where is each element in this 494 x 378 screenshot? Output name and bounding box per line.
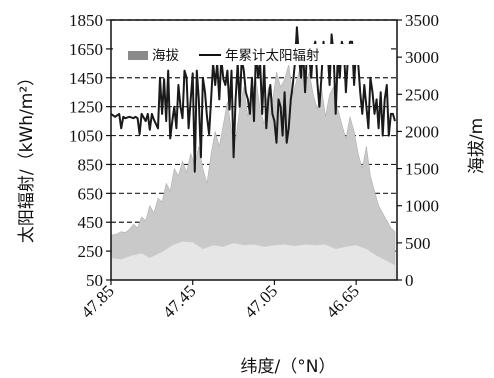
basin-area [110, 241, 396, 281]
tick-label-left: 1250 [69, 98, 103, 117]
legend: 海拔 年累计太阳辐射 [113, 44, 391, 65]
x-axis-title: 纬度/（°N） [241, 357, 336, 377]
tick-label-right: 3500 [405, 11, 439, 30]
tick-label-right: 3000 [405, 48, 439, 67]
tick-label-x: 46.65 [322, 281, 362, 321]
tick-label-left: 1850 [69, 11, 103, 30]
tick-label-right: 1500 [405, 160, 439, 179]
legend-label-radiation: 年累计太阳辐射 [225, 48, 320, 64]
tick-label-left: 450 [78, 213, 104, 232]
basin-layer [110, 241, 396, 281]
legend-swatch-elevation [128, 51, 148, 60]
tick-label-left: 1450 [69, 69, 103, 88]
tick-label-x: 47.05 [241, 281, 281, 321]
axes-layer [110, 19, 398, 281]
tick-label-x: 47.45 [159, 281, 199, 321]
tick-label-left: 850 [78, 155, 104, 174]
legend-label-elevation: 海拔 [152, 48, 179, 64]
tick-label-left: 650 [78, 184, 104, 203]
tick-label-right: 2000 [405, 122, 439, 141]
tick-label-right: 0 [405, 271, 414, 290]
tick-label-right: 2500 [405, 85, 439, 104]
tick-label-x: 47.85 [77, 281, 117, 321]
tick-label-left: 250 [78, 242, 104, 261]
tick-label-left: 50 [86, 271, 103, 290]
left-axis-ticks: 50 250 450 650 850 1050 1250 1450 1650 1850 [69, 11, 111, 290]
x-axis-ticks: 47.85 47.45 47.05 46.65 [77, 280, 363, 322]
right-axis-ticks: 0 500 1000 1500 2000 2500 3000 3500 [397, 11, 439, 290]
tick-label-right: 500 [405, 234, 431, 253]
plot-frame [110, 19, 398, 281]
y-axis-right-title: 海拔/m [467, 118, 487, 174]
tick-label-left: 1650 [69, 40, 103, 59]
legend-background [113, 44, 391, 65]
tick-label-left: 1050 [69, 127, 103, 146]
tick-label-right: 1000 [405, 197, 439, 216]
y-axis-left-title: 太阳辐射/（kWh/m²） [17, 69, 37, 243]
